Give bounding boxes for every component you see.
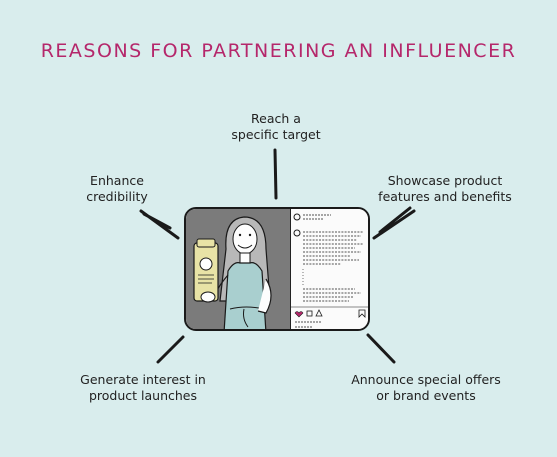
reason-reach-target-line-2: specific target xyxy=(231,127,321,142)
reason-showcase-product-line-1: Showcase product xyxy=(387,173,503,188)
connector-bottom-right xyxy=(366,333,396,364)
reason-reach-target: Reach a specific target xyxy=(218,111,334,143)
influencer-figure-icon xyxy=(190,209,290,329)
connector-bottom-left xyxy=(156,335,185,364)
reason-reach-target-line-1: Reach a xyxy=(251,111,301,126)
social-post-panel xyxy=(290,209,368,329)
reason-generate-interest-line-2: product launches xyxy=(88,388,198,403)
connector-top xyxy=(273,148,278,200)
reason-showcase-product: Showcase product features and benefits xyxy=(370,173,520,205)
reason-enhance-credibility-line-2: credibility xyxy=(86,189,148,204)
reason-enhance-credibility: Enhance credibility xyxy=(72,173,162,205)
reason-showcase-product-line-2: features and benefits xyxy=(378,189,512,204)
tablet-illustration xyxy=(184,207,370,331)
reason-enhance-credibility-line-1: Enhance xyxy=(90,173,144,188)
post-scribble-text-icon xyxy=(291,213,368,328)
reason-announce-offers: Announce special offers or brand events xyxy=(338,372,514,404)
reason-generate-interest-line-1: Generate interest in xyxy=(80,372,206,387)
reason-generate-interest: Generate interest in product launches xyxy=(72,372,214,404)
reason-announce-offers-line-2: or brand events xyxy=(376,388,476,403)
connector-right xyxy=(372,206,416,240)
influencer-photo xyxy=(186,209,290,329)
page-title: REASONS FOR PARTNERING AN INFLUENCER xyxy=(40,40,517,62)
connector-left xyxy=(139,209,180,240)
reason-announce-offers-line-1: Announce special offers xyxy=(351,372,501,387)
